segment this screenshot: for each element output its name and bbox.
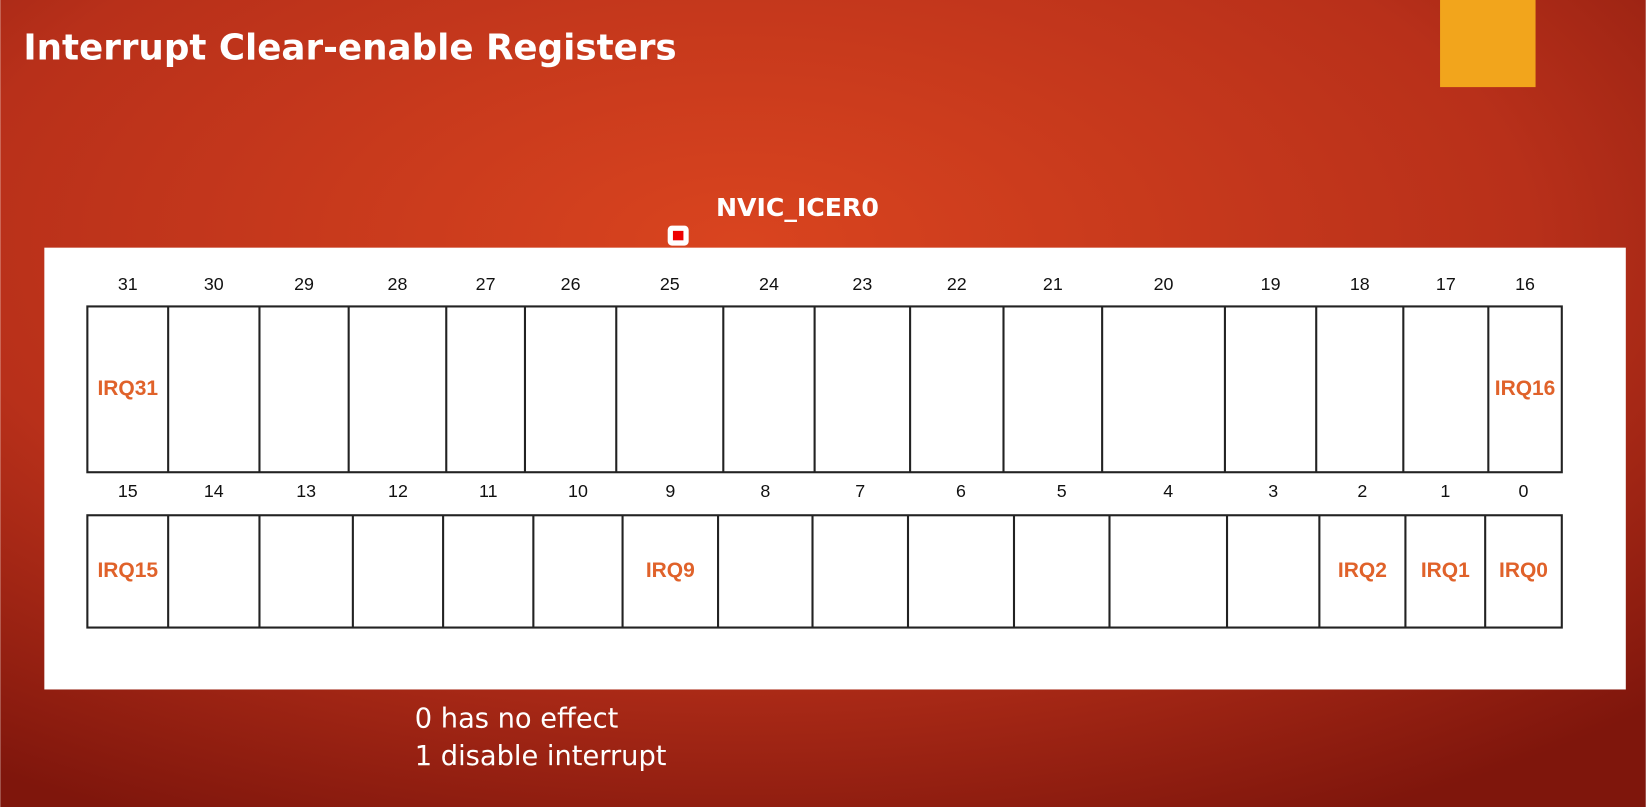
bit-number: 3: [1268, 481, 1278, 501]
bit-number: 31: [118, 274, 138, 294]
irq-label: IRQ16: [1495, 377, 1556, 400]
bit-number: 26: [561, 274, 581, 294]
bit-number: 7: [855, 481, 865, 501]
irq-label: IRQ15: [97, 559, 158, 582]
register-row: [86, 305, 1563, 474]
register-name: NVIC_ICER0: [716, 193, 879, 222]
irq-label: IRQ31: [97, 377, 158, 400]
bit-number: 19: [1261, 274, 1281, 294]
bit-number: 20: [1154, 274, 1174, 294]
bit-number: 0: [1519, 481, 1529, 501]
bit-number: 14: [204, 481, 224, 501]
bit-number: 6: [956, 481, 966, 501]
bit-number: 23: [852, 274, 872, 294]
irq-label: IRQ2: [1338, 559, 1387, 582]
accent-square: [1440, 0, 1536, 88]
note: 0 has no effect: [415, 703, 619, 734]
irq-label: IRQ1: [1421, 559, 1470, 582]
bit-number: 30: [204, 274, 224, 294]
title: Interrupt Clear-enable Registers: [23, 27, 676, 68]
bit-number: 27: [476, 274, 496, 294]
bit-number: 21: [1043, 274, 1063, 294]
bit-number: 22: [947, 274, 967, 294]
bit-number: 25: [660, 274, 680, 294]
bit-number: 24: [759, 274, 779, 294]
bit-number: 17: [1436, 274, 1456, 294]
bit-number: 28: [388, 274, 408, 294]
bit-number: 5: [1057, 481, 1067, 501]
register-panel: [44, 247, 1626, 690]
bit-number: 15: [118, 481, 138, 501]
bit-number: 13: [296, 481, 316, 501]
bit-number: 16: [1515, 274, 1535, 294]
bit-number: 9: [665, 481, 675, 501]
bit-number: 4: [1163, 481, 1173, 501]
bit-number: 29: [294, 274, 314, 294]
irq-label: IRQ0: [1499, 559, 1548, 582]
bit-number: 11: [479, 481, 498, 501]
register-row: [86, 514, 1563, 629]
note: 1 disable interrupt: [415, 741, 667, 772]
bit-number: 2: [1357, 481, 1367, 501]
marker-dot: [672, 230, 684, 241]
bit-number: 1: [1440, 481, 1450, 501]
bit-number: 10: [568, 481, 588, 501]
bit-number: 8: [760, 481, 770, 501]
bit-number: 18: [1350, 274, 1370, 294]
irq-label: IRQ9: [646, 559, 695, 582]
bit-number: 12: [388, 481, 408, 501]
